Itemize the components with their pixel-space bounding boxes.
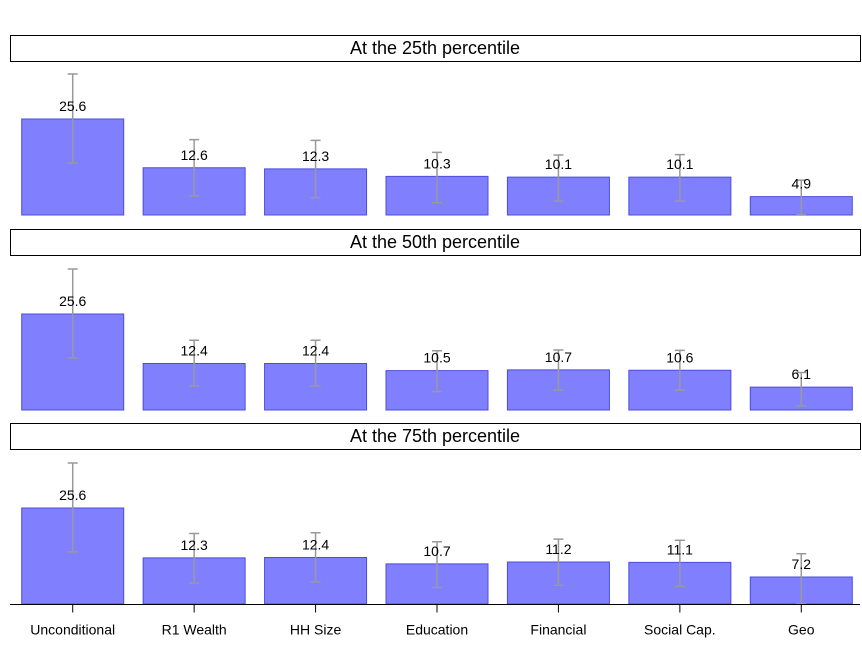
data-label: 12.3	[302, 148, 329, 164]
data-label: 12.3	[181, 537, 208, 553]
data-label: 7.2	[792, 556, 812, 572]
x-tick-label: Education	[406, 622, 468, 638]
x-tick-label: Financial	[530, 622, 586, 638]
panel-title-box	[10, 229, 861, 256]
x-tick-label: Social Cap.	[644, 622, 716, 638]
data-label: 10.7	[423, 543, 450, 559]
panel-title-box	[10, 423, 861, 450]
data-label: 25.6	[59, 98, 86, 114]
data-label: 25.6	[59, 487, 86, 503]
panel-title-box	[10, 35, 861, 62]
data-label: 12.4	[181, 343, 208, 359]
panel-title: At the 50th percentile	[350, 232, 520, 252]
x-tick-label: R1 Wealth	[162, 622, 227, 638]
data-label: 12.4	[302, 343, 329, 359]
data-label: 12.4	[302, 537, 329, 553]
data-label: 6.1	[792, 366, 812, 382]
x-tick-label: Unconditional	[30, 622, 115, 638]
data-label: 12.6	[181, 147, 208, 163]
data-label: 11.2	[545, 541, 571, 557]
data-label: 10.7	[545, 349, 572, 365]
data-label: 11.1	[667, 541, 693, 557]
data-label: 10.1	[666, 156, 693, 172]
data-label: 10.5	[423, 350, 450, 366]
data-label: 10.3	[423, 155, 450, 171]
data-label: 10.1	[545, 156, 572, 172]
panel-title: At the 75th percentile	[350, 426, 520, 446]
x-tick-label: HH Size	[290, 622, 342, 638]
data-label: 4.9	[792, 176, 812, 192]
data-label: 10.6	[666, 349, 693, 365]
x-tick-label: Geo	[788, 622, 815, 638]
panel-title: At the 25th percentile	[350, 38, 520, 58]
data-label: 25.6	[59, 293, 86, 309]
